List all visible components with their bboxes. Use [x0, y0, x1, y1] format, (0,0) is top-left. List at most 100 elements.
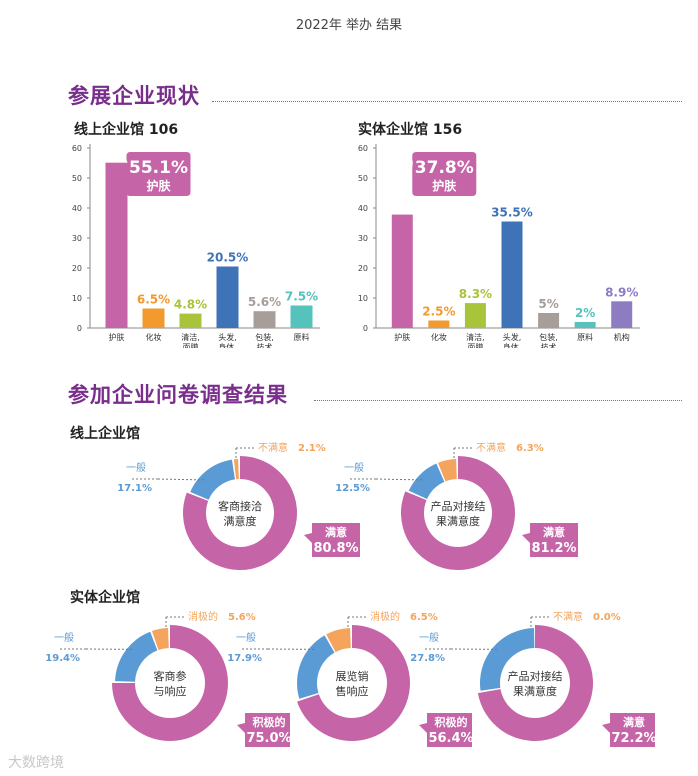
donut-center-label: 果满意度	[436, 514, 480, 528]
main-slice-callout-box	[602, 713, 655, 747]
callout-box	[126, 152, 191, 196]
y-tick-label: 20	[358, 264, 368, 273]
donut-slice-minor	[438, 459, 457, 482]
bar	[611, 301, 633, 328]
subtitle-online-hall: 线上企业馆	[70, 426, 140, 442]
data-label: 8.9%	[605, 285, 638, 299]
main-slice-callout-box	[237, 713, 290, 747]
chart-title: 线上企业馆 106	[74, 121, 178, 138]
donut-hole	[318, 649, 386, 717]
callout-value: 55.1%	[129, 158, 188, 178]
x-tick-label: 包装,	[539, 332, 558, 342]
main-slice-name: 满意	[325, 525, 347, 539]
x-tick-label: 化妆	[431, 332, 447, 342]
main-slice-name: 满意	[543, 525, 565, 539]
bar	[391, 214, 413, 328]
slice-name-label: 一般	[54, 631, 74, 644]
x-tick-label: 技术	[257, 342, 273, 348]
callout-box	[412, 152, 477, 196]
donut-slice-minor	[326, 628, 351, 653]
slice-value-label: 6.5%	[410, 612, 438, 623]
bar	[216, 266, 239, 328]
main-slice-value: 72.2%	[611, 731, 655, 746]
bar	[574, 322, 596, 328]
y-tick-label: 50	[72, 174, 82, 183]
slice-name-label: 不满意	[258, 441, 288, 454]
data-label: 20.5%	[207, 251, 249, 265]
main-slice-name: 积极的	[435, 715, 468, 729]
slice-name-label: 不满意	[476, 441, 506, 454]
slice-name-label: 消极的	[370, 610, 400, 623]
section-title-exhibitors: 参展企业现状	[68, 84, 200, 108]
main-slice-callout-box	[304, 523, 360, 557]
bar	[142, 308, 165, 328]
slice-name-label: 消极的	[188, 610, 218, 623]
x-tick-label: 身体,	[218, 342, 237, 348]
y-tick-label: 30	[358, 234, 368, 243]
page-header: 2022年 举办 结果	[295, 18, 403, 33]
bar-chart-physical: 实体企业馆 156 0 10 20 30 40 50 60 护肤 2.5% 化妆 8.3% 清洁,面膜 3…	[358, 121, 640, 348]
donut-center-label: 售响应	[336, 684, 369, 698]
x-tick-label: 技术	[541, 342, 557, 348]
y-tick-label: 20	[72, 264, 82, 273]
data-label: 6.5%	[137, 293, 170, 307]
donut-hole	[207, 480, 273, 546]
bar	[253, 311, 276, 328]
data-label: 35.5%	[491, 206, 533, 220]
donut-center-label: 客商参	[154, 669, 187, 683]
donut-slice-mid	[480, 628, 535, 691]
bar	[464, 303, 486, 328]
y-tick-label: 60	[358, 144, 368, 153]
bar	[501, 221, 523, 328]
slice-value-label: 2.1%	[298, 443, 326, 454]
watermark-text: 大数跨境	[8, 755, 64, 771]
section-title-survey: 参加企业问卷调查结果	[68, 383, 288, 407]
bar	[105, 162, 128, 328]
callout-category: 护肤	[432, 178, 457, 193]
y-tick-label: 10	[358, 294, 368, 303]
x-tick-label: 面膜	[467, 342, 483, 348]
x-tick-label: 机构	[614, 332, 630, 342]
slice-name-label: 一般	[126, 461, 146, 474]
slice-name-label: 一般	[236, 631, 256, 644]
data-label: 7.5%	[285, 290, 318, 304]
donut-hole	[501, 649, 569, 717]
data-label: 5.6%	[248, 295, 281, 309]
bar	[290, 305, 313, 328]
slice-name-label: 一般	[344, 461, 364, 474]
main-slice-name: 满意	[623, 715, 645, 729]
chart-title: 实体企业馆 156	[358, 121, 462, 138]
donut-center-label: 产品对接结	[431, 499, 486, 513]
slice-name-label: 一般	[419, 631, 439, 644]
donut-slice-mid	[297, 635, 335, 699]
donut-slice-main	[401, 456, 515, 570]
x-tick-label: 护肤	[109, 332, 125, 342]
donut-center-label: 展览销	[336, 669, 369, 683]
y-tick-label: 60	[72, 144, 82, 153]
slice-value-label: 17.9%	[227, 653, 262, 664]
x-tick-label: 护肤	[394, 332, 410, 342]
donut-slice-main	[477, 625, 593, 741]
y-tick-label: 30	[72, 234, 82, 243]
slice-value-label: 19.4%	[45, 653, 80, 664]
donut-slice-mid	[408, 463, 445, 499]
y-tick-label: 0	[77, 324, 82, 333]
main-slice-value: 81.2%	[531, 541, 576, 556]
donut-hole	[425, 480, 491, 546]
main-slice-callout-box	[522, 523, 578, 557]
slice-value-label: 6.3%	[516, 443, 544, 454]
x-tick-label: 原料	[577, 332, 593, 342]
donut-slice-minor	[151, 628, 169, 650]
donut-slice-mid	[115, 631, 158, 682]
bar	[179, 313, 202, 328]
y-tick-label: 10	[72, 294, 82, 303]
data-label: 5%	[538, 297, 558, 311]
x-tick-label: 头发,	[503, 332, 522, 342]
donut-slice-mid	[190, 459, 235, 500]
bar	[428, 320, 450, 328]
